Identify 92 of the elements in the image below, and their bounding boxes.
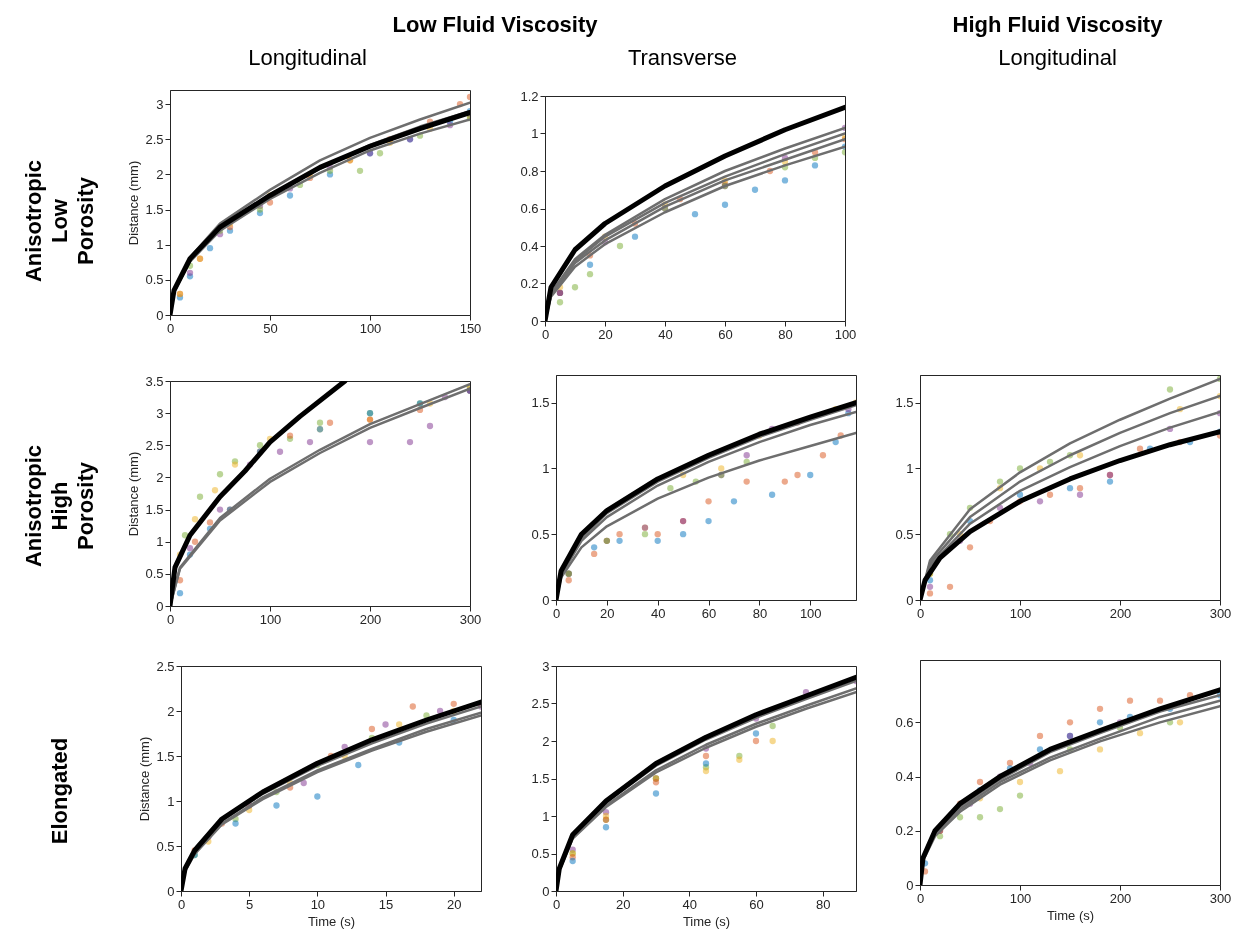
- x-tick-label: 0: [916, 890, 925, 906]
- chart-subtitle: Longitudinal: [247, 45, 368, 71]
- y-tick-label: 0.4: [895, 769, 914, 785]
- y-tick-label: 2.5: [145, 131, 164, 147]
- y-tick-label: 1.5: [895, 395, 914, 411]
- chart-title: High Fluid Viscosity: [951, 12, 1164, 38]
- y-tick-label: 2: [156, 166, 164, 182]
- x-tick-label: 0: [552, 896, 561, 912]
- y-tick-label: 0.4: [520, 238, 539, 254]
- x-tick-label: 15: [378, 896, 394, 912]
- x-tick-label: 100: [1009, 890, 1032, 906]
- y-tick-label: 0.5: [145, 272, 164, 288]
- x-tick-label: 40: [682, 896, 698, 912]
- y-tick-label: 2: [167, 703, 175, 719]
- x-tick-label: 10: [310, 896, 326, 912]
- x-axis-title: Time (s): [307, 913, 356, 929]
- x-tick-label: 100: [834, 326, 857, 342]
- y-tick-label: 1: [906, 460, 914, 476]
- x-tick-label: 200: [1109, 605, 1132, 621]
- x-axis-title: Time (s): [1046, 907, 1095, 923]
- x-tick-label: 80: [778, 326, 793, 342]
- y-tick-label: 0: [542, 592, 550, 608]
- chart-subtitle: Transverse: [626, 45, 739, 71]
- x-tick-label: 100: [799, 605, 822, 621]
- y-tick-label: 0.5: [531, 846, 550, 861]
- text: Elongated: [47, 736, 73, 846]
- x-tick-label: 40: [658, 326, 673, 342]
- x-tick-label: 300: [1209, 890, 1232, 906]
- x-tick-label: 300: [1209, 605, 1232, 621]
- x-tick-label: 150: [459, 320, 482, 336]
- x-tick-label: 20: [615, 896, 631, 912]
- x-tick-label: 200: [1109, 890, 1132, 906]
- y-tick-label: 0.5: [895, 526, 914, 542]
- y-tick-label: 2: [156, 469, 164, 485]
- y-tick-label: 3: [156, 405, 164, 421]
- y-tick-label: 2: [542, 733, 550, 749]
- x-tick-label: 5: [246, 896, 254, 912]
- y-axis-title: Distance (mm): [126, 451, 142, 537]
- chart-title: Low Fluid Viscosity: [391, 12, 599, 38]
- text: Anisotropic High Porosity: [21, 444, 99, 567]
- x-tick-label: 60: [718, 326, 733, 342]
- y-tick-label: 2.5: [145, 437, 164, 453]
- y-tick-label: 3: [156, 96, 164, 112]
- y-tick-label: 1.5: [156, 748, 175, 764]
- y-tick-label: 0: [156, 307, 164, 323]
- y-axis-title: Distance (mm): [126, 160, 142, 246]
- x-tick-label: 20: [446, 896, 462, 912]
- x-tick-label: 100: [1009, 605, 1032, 621]
- y-tick-label: 0.6: [520, 201, 539, 216]
- y-tick-label: 3: [542, 658, 550, 674]
- y-tick-label: 1.5: [145, 202, 164, 218]
- y-tick-label: 0.5: [531, 526, 550, 542]
- x-tick-label: 0: [552, 605, 561, 621]
- x-tick-label: 60: [701, 605, 717, 621]
- y-tick-label: 1: [156, 237, 164, 253]
- y-tick-label: 1.5: [531, 395, 550, 411]
- x-tick-label: 20: [598, 326, 613, 342]
- y-tick-label: 2.5: [531, 696, 550, 711]
- x-tick-label: 80: [815, 896, 831, 912]
- y-tick-label: 0.8: [520, 163, 539, 179]
- x-tick-label: 80: [752, 605, 768, 621]
- y-tick-label: 1: [542, 460, 550, 476]
- y-tick-label: 1.5: [531, 771, 550, 786]
- y-tick-label: 0.6: [895, 714, 914, 730]
- x-tick-label: 60: [749, 896, 764, 912]
- x-axis-title: Time (s): [682, 913, 731, 929]
- y-tick-label: 0: [906, 592, 914, 608]
- y-tick-label: 0.2: [520, 276, 539, 291]
- x-tick-label: 40: [650, 605, 666, 621]
- x-tick-label: 0: [916, 605, 925, 621]
- x-tick-label: 200: [359, 611, 382, 627]
- y-tick-label: 1: [156, 534, 164, 550]
- y-tick-label: 3.5: [145, 373, 164, 389]
- y-tick-label: 0.5: [145, 566, 164, 582]
- y-tick-label: 1: [167, 793, 175, 809]
- x-tick-label: 0: [177, 896, 186, 912]
- x-tick-label: 20: [600, 605, 615, 621]
- y-tick-label: 1.5: [145, 502, 164, 518]
- y-tick-label: 0: [906, 877, 914, 893]
- chart-subtitle: Longitudinal: [997, 45, 1118, 71]
- x-tick-label: 300: [459, 611, 482, 627]
- x-tick-label: 100: [259, 611, 282, 627]
- y-tick-label: 1: [542, 808, 550, 824]
- y-tick-label: 0.2: [895, 823, 914, 839]
- y-tick-label: 1: [531, 126, 539, 141]
- text: Anisotropic Low Porosity: [21, 159, 99, 282]
- x-tick-label: 100: [359, 320, 382, 336]
- x-tick-label: 50: [263, 320, 278, 336]
- y-axis-title: Distance (mm): [137, 736, 153, 822]
- y-tick-label: 1.2: [520, 88, 539, 104]
- y-tick-label: 0.5: [156, 838, 175, 854]
- y-tick-label: 2.5: [156, 658, 175, 674]
